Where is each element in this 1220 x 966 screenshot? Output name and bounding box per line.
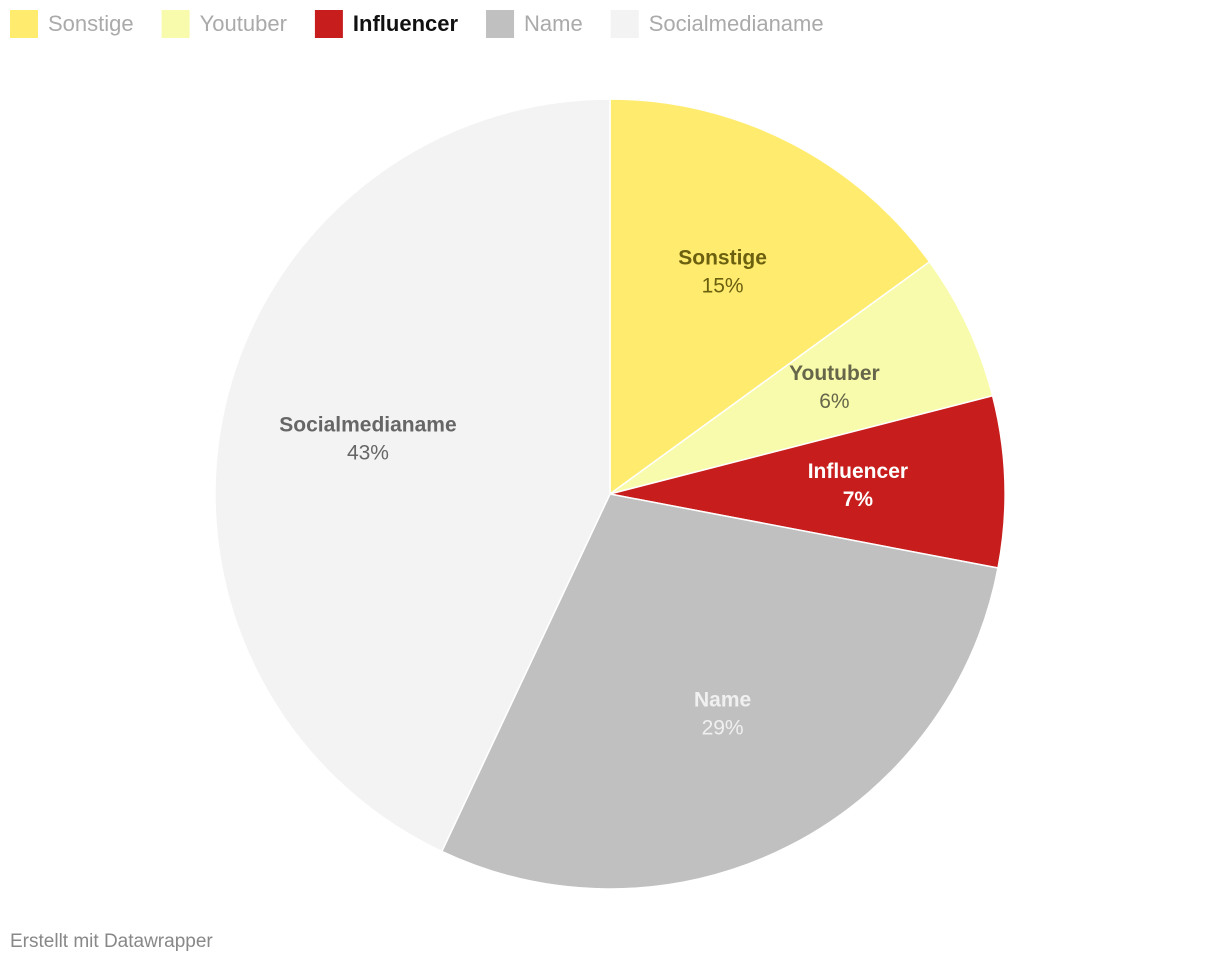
pie-slice[interactable] <box>440 493 999 890</box>
pie-slice[interactable] <box>609 260 994 495</box>
footer-credit: Erstellt mit Datawrapper <box>10 931 213 952</box>
slice-value: 43% <box>347 441 389 464</box>
slice-name: Youtuber <box>789 362 880 385</box>
slice-value: 6% <box>819 390 849 413</box>
pie-slice[interactable] <box>609 98 931 496</box>
legend-swatch[interactable] <box>314 10 343 38</box>
slice-labels: Sonstige 15% Youtuber 6% Influencer 7% Name 29%… <box>279 247 908 740</box>
legend-label[interactable]: Name <box>524 11 583 36</box>
pie <box>214 98 1006 890</box>
legend-label[interactable]: Youtuber <box>200 11 287 36</box>
slice-value: 29% <box>702 717 744 740</box>
legend-swatch[interactable] <box>610 10 639 38</box>
legend-label[interactable]: Socialmedianame <box>649 11 824 36</box>
legend-swatch[interactable] <box>10 10 38 38</box>
legend-label[interactable]: Sonstige <box>48 11 134 36</box>
pie-slice[interactable] <box>609 394 1006 569</box>
slice-name: Sonstige <box>678 247 767 270</box>
legend-swatch[interactable] <box>161 10 190 38</box>
legend-label[interactable]: Influencer <box>353 11 459 36</box>
pie-slice[interactable] <box>214 98 611 853</box>
legend: Sonstige Youtuber Influencer Name Socialmedi… <box>10 10 824 38</box>
slice-value: 7% <box>843 488 874 511</box>
legend-swatch[interactable] <box>486 10 515 38</box>
slice-name: Socialmedianame <box>279 413 456 436</box>
slice-name: Influencer <box>808 460 908 483</box>
slice-value: 15% <box>702 275 744 298</box>
slice-name: Name <box>694 689 751 712</box>
